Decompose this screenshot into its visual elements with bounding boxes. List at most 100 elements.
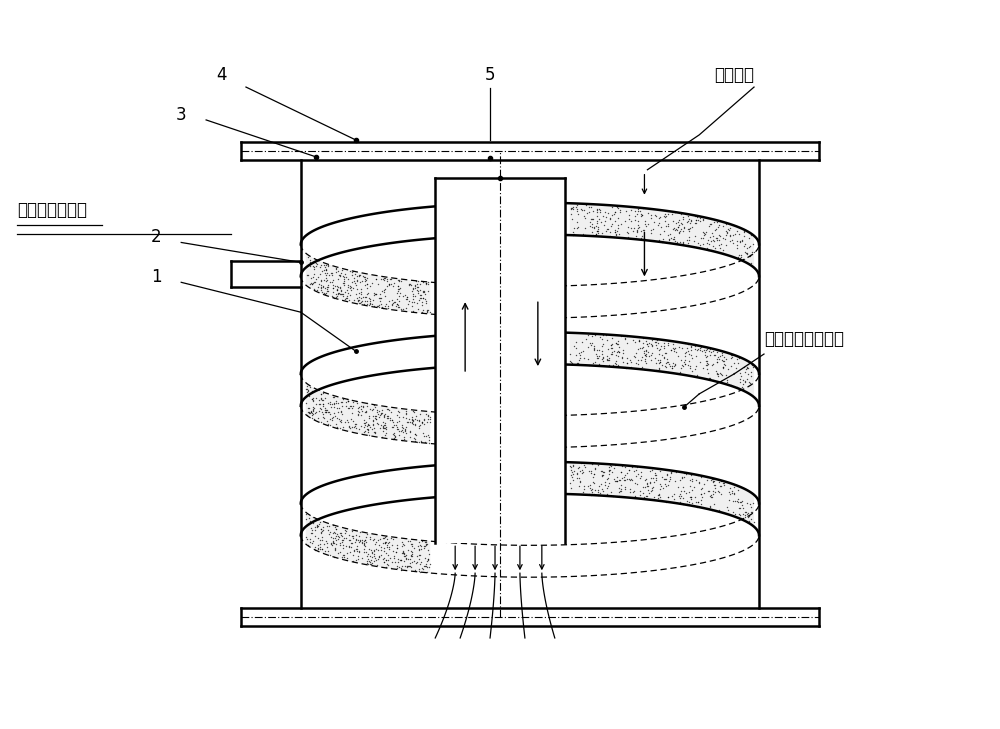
Point	[412, 278, 428, 289]
Point	[706, 348, 722, 360]
Point	[648, 339, 664, 351]
Point	[348, 422, 364, 434]
Point	[378, 424, 394, 435]
Point	[404, 546, 420, 558]
Point	[599, 224, 615, 235]
Point	[353, 286, 369, 297]
Point	[320, 281, 336, 292]
Point	[403, 545, 419, 557]
Point	[400, 545, 416, 556]
Point	[422, 410, 438, 422]
Point	[400, 535, 416, 547]
Point	[365, 295, 381, 306]
Point	[705, 473, 721, 485]
Point	[418, 295, 434, 306]
Point	[416, 430, 432, 442]
Point	[366, 548, 382, 560]
Point	[341, 542, 357, 553]
Point	[309, 519, 325, 531]
Point	[604, 467, 620, 478]
Point	[638, 350, 654, 362]
Point	[419, 416, 435, 428]
Point	[691, 477, 707, 489]
Point	[653, 480, 669, 492]
Point	[712, 351, 728, 362]
Point	[333, 288, 349, 300]
Point	[627, 210, 643, 222]
Point	[711, 486, 727, 498]
Point	[332, 283, 348, 295]
Point	[636, 347, 652, 359]
Point	[651, 348, 667, 360]
Point	[604, 343, 620, 354]
Point	[706, 479, 722, 491]
Point	[376, 272, 392, 284]
Point	[590, 489, 606, 501]
Point	[617, 332, 633, 344]
Point	[333, 284, 349, 296]
Point	[744, 359, 760, 371]
Point	[349, 397, 365, 409]
Point	[739, 361, 755, 373]
Point	[415, 563, 431, 574]
Point	[355, 402, 371, 413]
Point	[302, 515, 318, 527]
Point	[366, 422, 382, 434]
Point	[563, 356, 579, 368]
Point	[342, 534, 358, 546]
Point	[371, 299, 387, 311]
Point	[743, 370, 759, 382]
Point	[637, 233, 653, 245]
Point	[643, 486, 659, 497]
Point	[718, 369, 734, 381]
Point	[302, 278, 318, 289]
Point	[325, 520, 341, 531]
Point	[298, 514, 314, 526]
Point	[571, 347, 587, 359]
Point	[372, 292, 388, 303]
Point	[617, 461, 633, 472]
Point	[415, 286, 431, 297]
Point	[709, 367, 725, 379]
Point	[623, 222, 639, 234]
Point	[585, 472, 601, 483]
Point	[633, 470, 649, 482]
Point	[651, 217, 667, 229]
Point	[377, 423, 393, 434]
Point	[397, 424, 413, 435]
Point	[354, 537, 370, 548]
Point	[744, 249, 760, 260]
Point	[612, 486, 628, 497]
Point	[340, 394, 356, 405]
Point	[349, 543, 365, 555]
Point	[621, 464, 637, 476]
Point	[587, 484, 603, 496]
Point	[730, 493, 746, 504]
Text: 5: 5	[485, 66, 495, 84]
Point	[335, 421, 351, 433]
Point	[377, 537, 393, 548]
Point	[656, 225, 672, 237]
Point	[376, 542, 392, 554]
Point	[695, 238, 711, 249]
Point	[718, 225, 734, 237]
Point	[392, 283, 408, 295]
Point	[339, 414, 355, 426]
Point	[633, 233, 649, 244]
Point	[385, 297, 401, 309]
Point	[716, 351, 732, 362]
Point	[611, 474, 627, 486]
Point	[305, 517, 321, 529]
Point	[724, 488, 740, 499]
Point	[415, 292, 431, 304]
Point	[302, 381, 318, 393]
Point	[612, 474, 628, 486]
Point	[379, 541, 395, 553]
Point	[569, 203, 585, 215]
Point	[576, 459, 592, 470]
Point	[739, 248, 755, 260]
Point	[667, 235, 683, 246]
Point	[715, 221, 731, 233]
Point	[707, 225, 723, 236]
Point	[356, 417, 372, 429]
